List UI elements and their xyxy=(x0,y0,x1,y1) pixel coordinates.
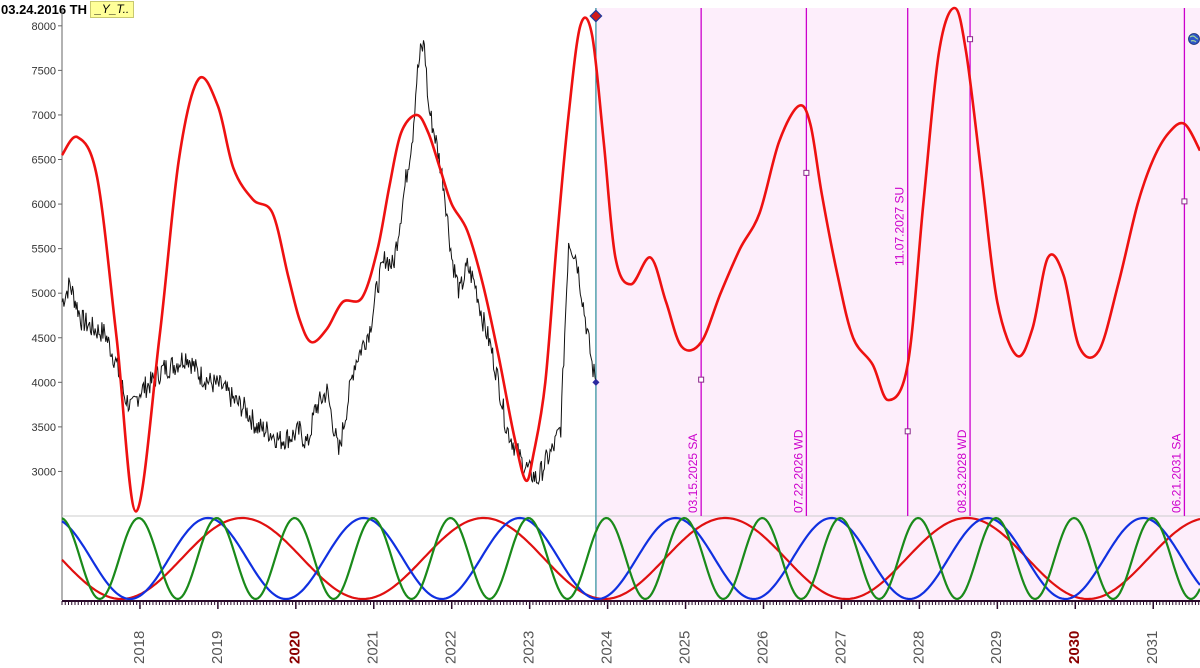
y-tick-label: 7000 xyxy=(32,110,56,122)
date-marker-point xyxy=(1181,198,1188,205)
x-tick-label: 2025 xyxy=(676,631,693,664)
y-tick-label: 4500 xyxy=(32,333,56,345)
date-marker-label: 11.07.2027 SU xyxy=(893,187,907,266)
x-tick-label: 2019 xyxy=(209,631,226,664)
y-tick-label: 6500 xyxy=(32,155,56,167)
globe-icon[interactable] xyxy=(1188,32,1200,46)
x-axis: 2018 2019 2020 2021 2022 2023 2024 2025 2026 2027… xyxy=(61,600,1200,664)
price-last-point xyxy=(592,378,600,386)
date-marker-point xyxy=(803,169,810,176)
wave-green-line xyxy=(61,516,1200,601)
x-tick-label: 2018 xyxy=(131,631,148,664)
cycle-waves-panel xyxy=(61,516,1200,601)
forecast-series xyxy=(60,6,1200,513)
y-tick-label: 6000 xyxy=(32,199,56,211)
date-marker-point xyxy=(698,376,705,383)
chart-header: 03.24.2016 TH _Y_T.. xyxy=(0,0,135,19)
x-tick-label: 2028 xyxy=(910,631,927,664)
x-tick-label: 2030 xyxy=(1066,631,1083,664)
y-tick-label: 3000 xyxy=(32,466,56,478)
date-marker-point xyxy=(967,36,974,43)
date-marker-label: 07.22.2026 WD xyxy=(791,429,805,513)
x-tick-label: 2029 xyxy=(988,631,1005,664)
date-marker-label: 06.21.2031 SA xyxy=(1169,434,1183,513)
x-tick-label: 2023 xyxy=(521,631,538,664)
x-tick-label: 2021 xyxy=(365,631,382,664)
price-series xyxy=(61,40,600,485)
projection-region xyxy=(595,8,1200,600)
y-tick-label: 3500 xyxy=(32,422,56,434)
date-marker-point xyxy=(904,428,911,435)
date-marker-label: 03.15.2025 SA xyxy=(686,434,700,513)
axes: 3000 3500 4000 4500 5000 5500 6000 6500 7000 7500… xyxy=(32,8,1200,600)
header-date: 03.24.2016 TH xyxy=(1,2,88,17)
y-tick-label: 4000 xyxy=(32,377,56,389)
x-tick-label: 2027 xyxy=(832,631,849,664)
y-tick-label: 5000 xyxy=(32,288,56,300)
wave-blue-line xyxy=(61,516,1200,601)
price-line xyxy=(61,40,597,485)
projection-shade xyxy=(595,8,1200,600)
y-tick-label: 7500 xyxy=(32,65,56,77)
date-marker-label: 08.23.2028 WD xyxy=(955,429,969,513)
x-tick-label: 2022 xyxy=(443,631,460,664)
x-tick-label: 2031 xyxy=(1144,631,1161,664)
date-markers: 03.15.2025 SA 07.22.2026 WD 11.07.2027 SU 0… xyxy=(686,8,1188,516)
x-tick-label: 2026 xyxy=(754,631,771,664)
x-tick-label: 2020 xyxy=(287,631,304,664)
header-label[interactable]: _Y_T.. xyxy=(90,1,135,18)
current-date-marker xyxy=(589,9,603,23)
y-tick-label: 8000 xyxy=(32,21,56,33)
x-tick-label: 2024 xyxy=(599,631,616,664)
forecast-line xyxy=(60,6,1200,513)
y-tick-label: 5500 xyxy=(32,244,56,256)
